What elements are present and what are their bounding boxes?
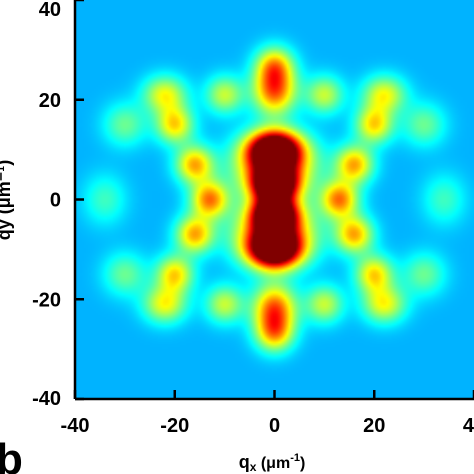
y-axis-ticks: -40 -20 0 20 40 bbox=[32, 0, 84, 410]
y-tick-label: 40 bbox=[39, 0, 61, 21]
x-tick-label: 40 bbox=[463, 415, 474, 437]
y-tick-label: 20 bbox=[39, 90, 61, 112]
y-tick-label: -20 bbox=[32, 289, 61, 311]
panel-label: b bbox=[0, 435, 23, 474]
y-tick-label: 0 bbox=[50, 190, 61, 212]
x-tick-label: 20 bbox=[363, 415, 385, 437]
x-tick-label: -40 bbox=[61, 415, 90, 437]
y-tick-label: -40 bbox=[32, 388, 61, 410]
heatmap-image bbox=[75, 0, 474, 399]
x-tick-label: 0 bbox=[269, 415, 280, 437]
x-axis-label: qx (μm-1) bbox=[239, 452, 306, 474]
y-axis-label: qy (μm⁻¹) bbox=[0, 160, 14, 241]
x-tick-label: -20 bbox=[160, 415, 189, 437]
x-axis-ticks: -40 -20 0 20 40 bbox=[61, 390, 474, 437]
